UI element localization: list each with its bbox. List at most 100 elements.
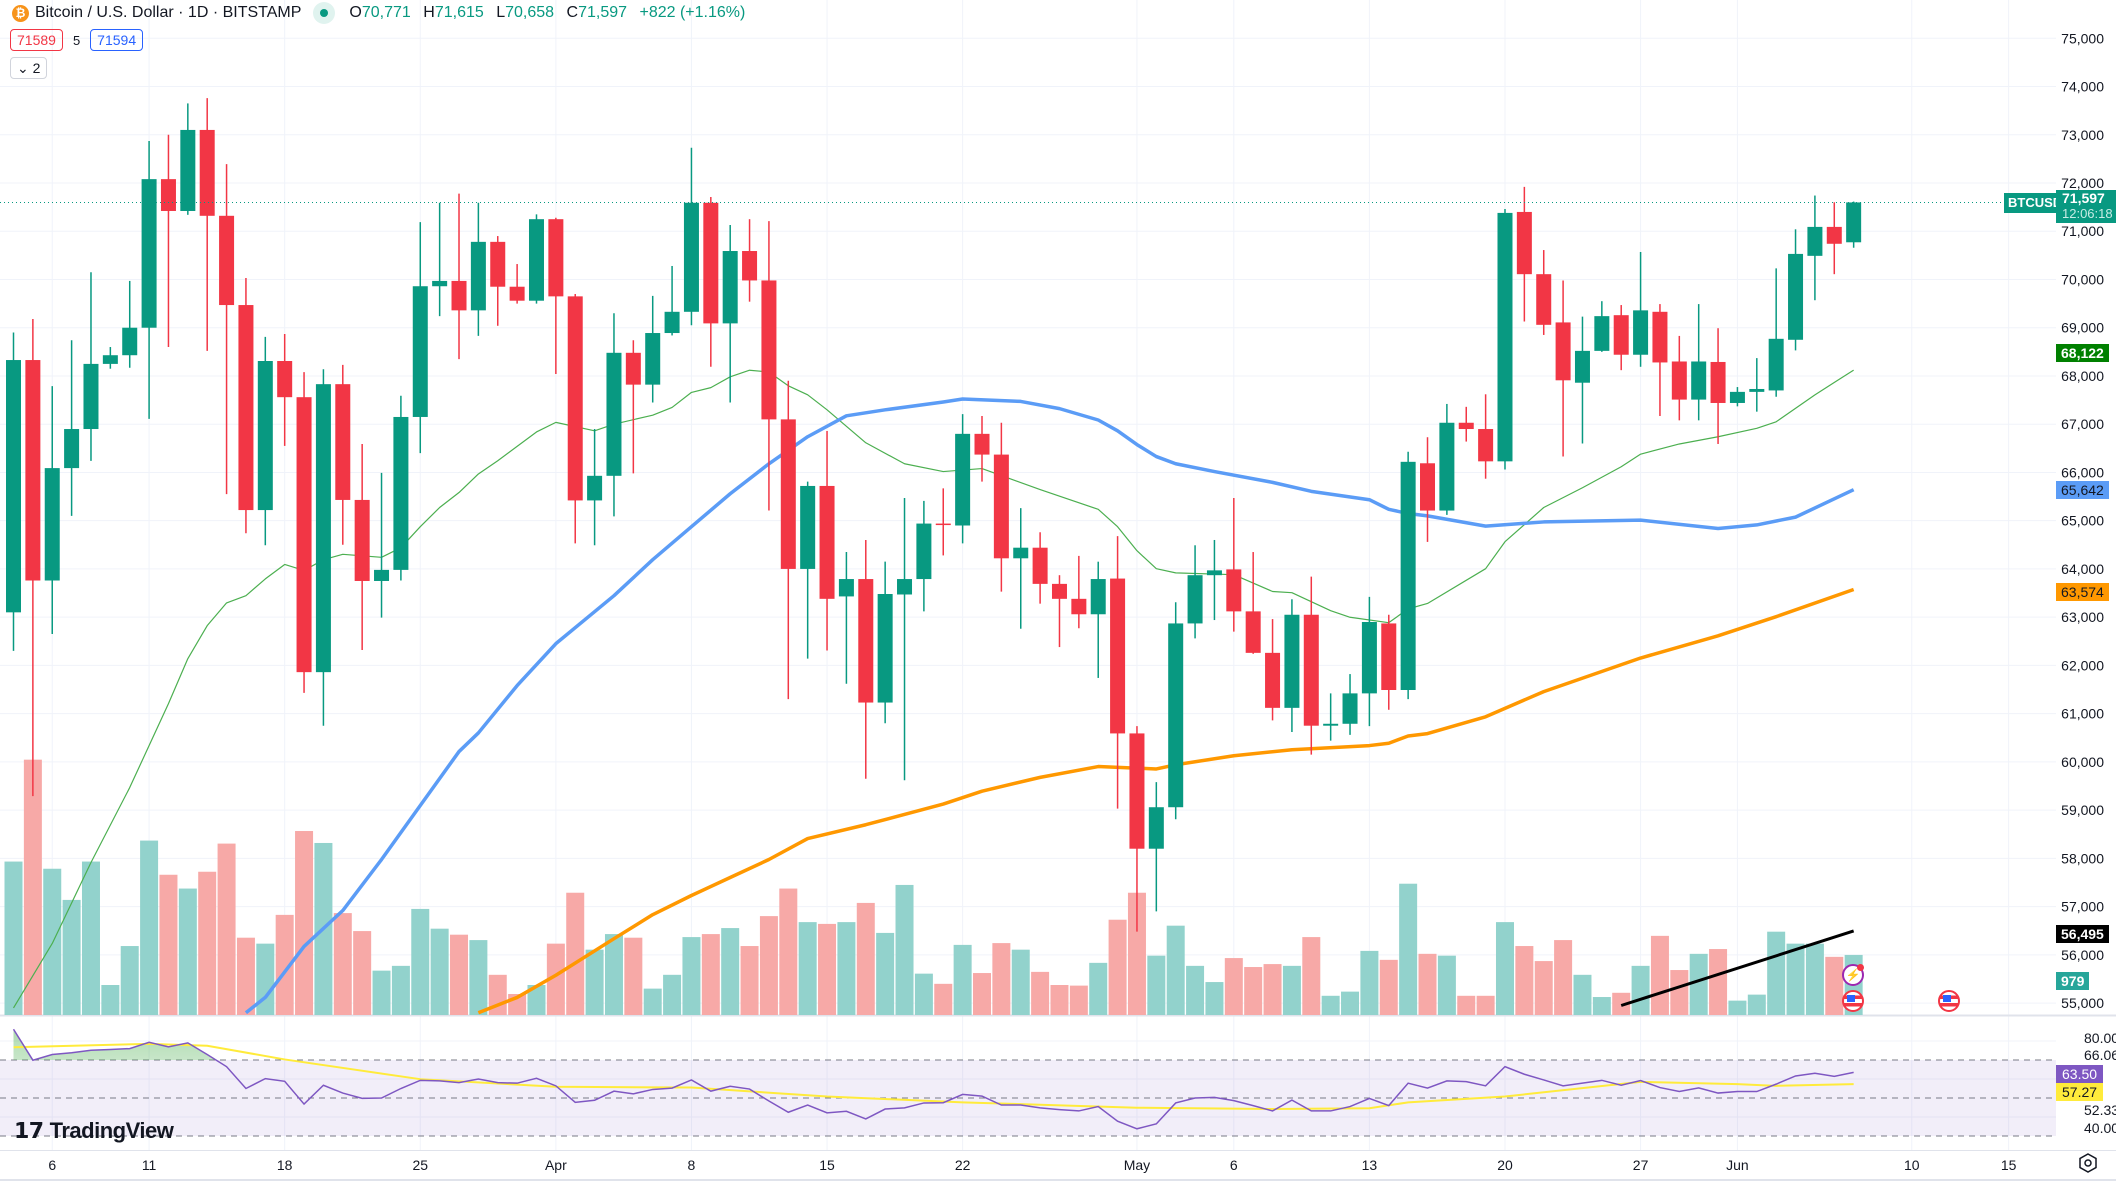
volume-bar [1515,946,1534,1015]
volume-bar [1050,985,1069,1015]
time-axis-label: 22 [955,1157,971,1173]
candle-body [567,296,583,501]
volume-bar [295,831,314,1015]
candle [1826,202,1842,275]
candle [122,280,138,368]
candle [1652,304,1668,416]
volume-bar [159,874,178,1015]
volume-bar [1341,991,1360,1015]
candle [800,481,816,659]
candle [277,333,293,446]
candle [1691,304,1707,421]
candle [819,430,835,651]
candle [1342,674,1358,735]
volume-bar [1379,959,1398,1015]
buy-button[interactable]: 71594 [90,29,144,51]
candle-body [858,579,874,703]
volume-bar [1495,922,1514,1015]
candle [1206,539,1222,621]
time-axis-label: 20 [1497,1157,1513,1173]
settings-icon[interactable] [2078,1153,2098,1173]
volume-bar [1805,943,1824,1015]
collapse-indicators-button[interactable]: ⌄ 2 [10,57,48,79]
time-axis-label: 11 [142,1157,157,1173]
lightning-icon[interactable]: ⚡ [1842,964,1864,986]
candle [1265,619,1281,721]
bar-countdown: 12:06:18 [2062,206,2113,221]
volume-bar [1612,992,1631,1015]
candle [1749,358,1765,412]
volume-bar [1689,953,1708,1015]
tradingview-logo-icon: 𝟭𝟳 [14,1118,44,1143]
candle [1381,614,1397,710]
candle [1129,726,1145,932]
candle-body [1691,361,1707,400]
candle-body [587,475,603,501]
candle [703,196,719,367]
ma-mid-tag: 65,642 [2056,481,2109,499]
candle-body [606,352,622,476]
candle-body [1768,338,1784,391]
rsi-overbought-fill [13,1029,1854,1060]
candle [838,552,854,684]
volume-bar [643,988,662,1015]
candle [916,500,932,612]
sell-button[interactable]: 71589 [10,29,63,51]
candle-body [897,579,913,595]
us-flag-icon[interactable] [1842,990,1864,1012]
symbol-tag: BTCUSD [2004,193,2067,213]
candle [645,295,661,403]
candle-body [916,523,932,580]
candle-body [761,280,777,420]
volume-bar [604,934,623,1015]
volume-bar [1650,935,1669,1015]
candle-body [1090,579,1106,615]
volume-bar [1728,1000,1747,1015]
symbol-header[interactable]: ₿ Bitcoin / U.S. Dollar · 1D · BITSTAMP … [12,2,745,24]
last-price-label: 71,597 12:06:18 [2056,190,2116,223]
volume-bar [333,913,352,1015]
volume-bar [120,946,139,1015]
candle-body [1013,547,1029,559]
tradingview-logo[interactable]: 𝟭𝟳 TradingView [14,1118,174,1144]
volume-bar [1031,971,1050,1015]
candle-body [1497,212,1513,462]
volume-bar [1224,958,1243,1015]
candle [44,386,60,635]
time-axis: 6 11 18 25 Apr 8 15 22 May 6 13 20 27 Jun 10 15 [48,1157,2016,1173]
trendline-tag: 56,495 [2056,925,2109,943]
volume-bar [23,759,42,1015]
candle-body [1826,226,1842,244]
candle [141,141,157,419]
candle [606,313,622,517]
candle-body [1400,461,1416,691]
candle-body [432,280,448,287]
candle-body [180,129,196,211]
candle [1536,250,1552,335]
candle-body [1032,547,1048,584]
volume-bar [1457,995,1476,1015]
candle-body [1420,463,1436,511]
us-flag-icon[interactable] [1938,990,1960,1012]
candle [1071,555,1087,629]
trade-buttons: 71589 5 71594 [10,29,144,51]
price-axis-label: 58,000 [2061,850,2104,866]
candle-body [1187,575,1203,624]
candle [1633,251,1649,367]
volume-bar [81,861,100,1015]
candle [1400,451,1416,700]
ma-slow-tag: 63,574 [2056,583,2109,601]
change-value: +822 (+1.16%) [639,4,746,21]
volume-bar [566,892,585,1015]
market-open-icon [313,2,336,24]
volume-tag: 979 [2056,972,2090,990]
volume-bar [1282,965,1301,1015]
volume-bar [4,861,23,1015]
candle-body [1245,611,1261,653]
candle [528,214,544,304]
close-label: C [566,4,579,21]
volume-bar [585,949,604,1015]
volume-bars [4,759,1863,1015]
symbol-title[interactable]: Bitcoin / U.S. Dollar · 1D · BITSTAMP [35,4,302,21]
